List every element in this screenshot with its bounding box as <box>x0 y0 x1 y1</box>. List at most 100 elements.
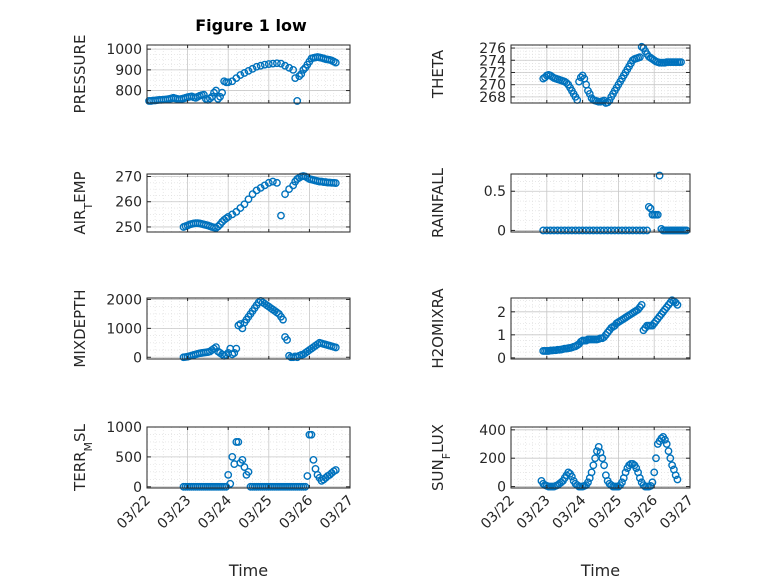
axes-box <box>146 173 351 233</box>
y-tick-label: 800 <box>115 84 142 100</box>
data-point <box>596 226 605 235</box>
data-point <box>600 461 608 470</box>
data-point <box>585 89 594 98</box>
data-point <box>238 455 247 464</box>
y-axis-label: THETA <box>429 49 447 99</box>
data-point <box>206 94 214 103</box>
y-tick-label: 200 <box>479 451 506 467</box>
data-point <box>578 226 587 235</box>
y-axis-label: TERRMSL <box>71 423 95 492</box>
data-point <box>230 349 239 357</box>
subplot-air: 250 260 270 AIRTEMP <box>71 170 351 236</box>
data-series <box>539 296 682 355</box>
y-tick-label: 274 <box>479 53 506 69</box>
data-point <box>240 69 249 77</box>
data-point <box>236 320 245 328</box>
y-tick-label: 0 <box>497 351 506 367</box>
data-point <box>273 59 281 68</box>
data-point <box>214 222 222 231</box>
data-point <box>228 452 237 461</box>
data-point <box>252 62 261 71</box>
data-point <box>277 211 285 220</box>
y-tick-label: 272 <box>479 65 506 81</box>
data-point <box>584 478 592 487</box>
y-axis-label: PRESSURE <box>71 35 89 114</box>
y-tick-label: 1000 <box>106 42 142 58</box>
data-point <box>550 226 558 235</box>
y-axis-label: SUNFLUX <box>429 424 453 491</box>
data-point <box>567 472 576 481</box>
axes-box <box>510 173 691 233</box>
data-point <box>289 65 298 74</box>
data-point <box>295 72 304 80</box>
y-axis-label: H2OMIXRA <box>429 288 447 369</box>
data-point <box>268 177 277 186</box>
y-tick-label: 276 <box>479 41 506 57</box>
data-series <box>179 430 340 491</box>
data-point <box>587 468 596 477</box>
data-point <box>666 454 675 463</box>
subplot-pressure: 800 900 1000 PRESSURE <box>71 35 351 114</box>
data-point <box>635 474 644 482</box>
data-point <box>268 59 277 68</box>
data-point <box>244 66 253 75</box>
data-point <box>598 454 607 463</box>
data-point <box>648 478 657 487</box>
data-point <box>635 53 644 62</box>
data-point <box>244 195 253 204</box>
data-point <box>331 343 340 352</box>
x-tick-label: 03/27 <box>657 493 697 533</box>
data-point <box>637 301 646 309</box>
data-point <box>301 482 310 491</box>
data-point <box>576 73 585 82</box>
data-point <box>643 226 651 235</box>
axes-box <box>510 426 691 489</box>
axes-box <box>510 44 691 104</box>
data-point <box>671 471 680 480</box>
data-point <box>331 179 340 187</box>
data-point <box>232 344 241 353</box>
data-point <box>244 467 253 476</box>
axes-box <box>146 44 351 104</box>
data-point <box>593 226 601 235</box>
data-point <box>214 94 222 103</box>
data-point <box>628 226 637 235</box>
data-point <box>303 472 312 480</box>
x-tick-label: 03/24 <box>550 492 590 532</box>
y-tick-label: 250 <box>115 220 142 236</box>
data-point <box>240 463 249 471</box>
subplot-h2omixra: 0 1 2 H2OMIXRA <box>429 288 691 369</box>
data-point <box>621 468 630 477</box>
data-point <box>281 190 289 199</box>
data-series <box>537 433 682 491</box>
data-point <box>557 226 566 235</box>
subplot-mixdepth: 0 1000 2000 MIXDEPTH <box>71 289 351 368</box>
data-point <box>248 64 257 73</box>
y-tick-label: 2000 <box>106 292 142 308</box>
data-point <box>668 461 676 470</box>
plot-area <box>511 174 690 232</box>
x-tick-label: 03/26 <box>276 492 316 532</box>
data-point <box>234 438 243 446</box>
data-point <box>662 440 671 448</box>
data-point <box>226 479 235 488</box>
data-point <box>591 454 600 463</box>
x-tick-label: 03/25 <box>236 493 276 533</box>
data-point <box>632 226 641 235</box>
data-point <box>655 171 664 180</box>
data-point <box>589 461 598 470</box>
data-point <box>652 454 660 463</box>
data-point <box>644 203 653 211</box>
subplot-sun: 0 200 400 SUNFLUX 03/2203/2303/2403/2503/260… <box>429 423 697 580</box>
x-tick-label: 03/24 <box>195 492 235 532</box>
y-tick-label: 900 <box>115 63 142 79</box>
data-point <box>585 226 594 235</box>
data-series <box>179 172 340 232</box>
y-tick-label: 0 <box>497 480 506 496</box>
data-point <box>653 210 662 219</box>
data-point <box>291 74 300 83</box>
data-point <box>614 226 623 235</box>
data-point <box>571 226 580 235</box>
